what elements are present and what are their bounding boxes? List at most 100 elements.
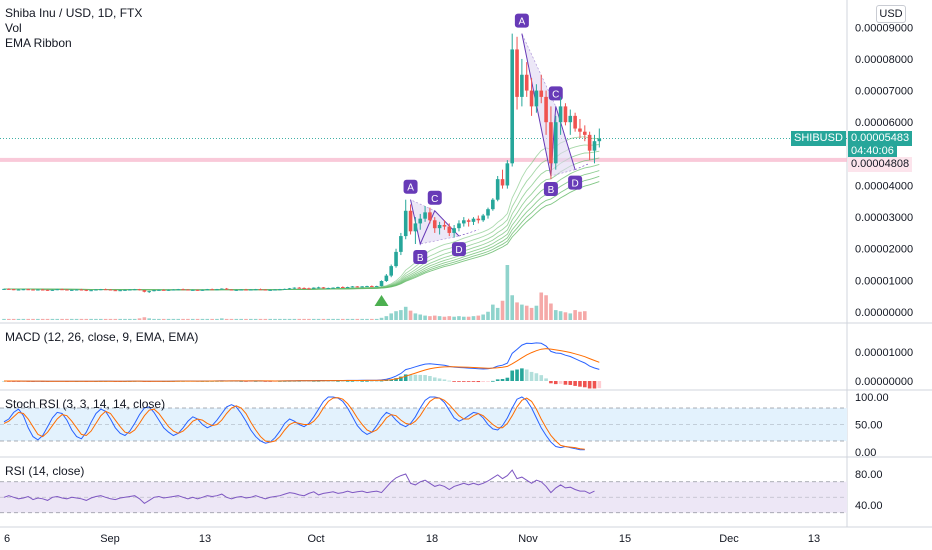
rsi-pane-title: RSI (14, close) bbox=[5, 464, 85, 478]
volume-bar bbox=[553, 310, 558, 320]
candle-body bbox=[249, 289, 253, 291]
macd-axis-tick-label: 0.00001000 bbox=[855, 347, 913, 359]
candle-body bbox=[365, 286, 369, 288]
price-axis-tick-label: 0.00004000 bbox=[855, 180, 913, 192]
ema-ribbon-line bbox=[4, 144, 600, 291]
candle-body bbox=[36, 289, 40, 291]
candle-body bbox=[529, 90, 534, 107]
volume-bar bbox=[215, 318, 219, 320]
candle-body bbox=[423, 212, 427, 219]
macd-histogram-bar bbox=[597, 381, 602, 389]
candle-body bbox=[539, 90, 544, 97]
macd-histogram-bar bbox=[403, 374, 408, 381]
macd-histogram-bar bbox=[442, 379, 447, 381]
volume-bar bbox=[176, 318, 181, 320]
volume-bar bbox=[229, 318, 234, 320]
candle-body bbox=[152, 290, 156, 292]
macd-histogram-bar bbox=[466, 381, 471, 382]
volume-bar bbox=[190, 318, 195, 320]
candle-body bbox=[476, 218, 481, 221]
macd-histogram-bar bbox=[423, 375, 427, 381]
volume-bar bbox=[11, 318, 16, 320]
pattern-point-badge bbox=[543, 181, 558, 196]
volume-bar bbox=[486, 311, 490, 320]
volume-bar bbox=[428, 316, 432, 320]
candle-body bbox=[176, 289, 181, 291]
macd-histogram-bar bbox=[399, 376, 403, 381]
rsi-axis-tick-label: 40.00 bbox=[855, 500, 883, 512]
candle-body bbox=[563, 106, 568, 123]
volume-bar bbox=[476, 315, 481, 320]
pattern-point-label: B bbox=[548, 185, 555, 196]
macd-histogram-bar bbox=[379, 380, 384, 382]
macd-histogram-bar bbox=[355, 380, 360, 382]
volume-bar bbox=[128, 318, 132, 320]
time-axis-tick-label: 13 bbox=[808, 533, 820, 545]
volume-bar bbox=[205, 318, 210, 320]
macd-histogram-bar bbox=[370, 380, 374, 382]
candle-body bbox=[350, 286, 355, 288]
candle-body bbox=[326, 287, 331, 289]
macd-histogram-bar bbox=[374, 380, 379, 382]
volume-bar bbox=[563, 312, 568, 320]
candle-body bbox=[578, 128, 582, 132]
candle-body bbox=[418, 218, 423, 224]
candle-body bbox=[408, 210, 413, 232]
candle-body bbox=[282, 288, 287, 290]
candle-body bbox=[244, 289, 248, 291]
price-axis-tick-label: 0.00001000 bbox=[855, 275, 913, 287]
macd-histogram-bar bbox=[539, 375, 544, 381]
volume-bar bbox=[360, 318, 364, 320]
volume-bar bbox=[321, 318, 326, 320]
macd-histogram-bar bbox=[481, 381, 485, 382]
candle-body bbox=[118, 290, 122, 292]
time-axis-tick-label: 15 bbox=[619, 533, 631, 545]
macd-histogram-bar bbox=[394, 378, 398, 381]
candle-body bbox=[341, 287, 345, 289]
pattern-point-label: B bbox=[417, 253, 424, 264]
pattern-point-label: C bbox=[431, 194, 438, 205]
volume-bar bbox=[549, 303, 553, 320]
volume-bar bbox=[84, 318, 89, 320]
volume-bar bbox=[539, 292, 544, 320]
price-axis-tick-label: 0.00003000 bbox=[855, 212, 913, 224]
macd-histogram-bar bbox=[360, 380, 364, 382]
price-axis-tick-label: 0.00002000 bbox=[855, 244, 913, 256]
volume-bar bbox=[258, 318, 263, 320]
candle-body bbox=[128, 289, 132, 291]
indicator-vol-label: Vol bbox=[5, 21, 22, 35]
candle-body bbox=[389, 266, 393, 276]
volume-bar bbox=[355, 318, 360, 320]
volume-bar bbox=[249, 318, 253, 320]
volume-bar bbox=[491, 304, 495, 320]
macd-histogram-bar bbox=[452, 381, 456, 382]
volume-bar bbox=[113, 318, 118, 320]
candle-body bbox=[123, 289, 127, 291]
volume-bar bbox=[137, 318, 142, 320]
pattern-point-badge bbox=[514, 13, 529, 28]
volume-bar bbox=[244, 318, 248, 320]
candle-body bbox=[186, 289, 190, 291]
stoch-rsi-pane-title: Stoch RSI (3, 3, 14, 14, close) bbox=[5, 397, 166, 411]
candle-body bbox=[142, 290, 147, 292]
volume-bar bbox=[200, 318, 205, 320]
candle-body bbox=[205, 289, 210, 291]
candle-body bbox=[215, 289, 219, 291]
candle-body bbox=[263, 289, 268, 291]
volume-bar bbox=[452, 316, 456, 320]
pattern-point-label: D bbox=[455, 245, 462, 256]
time-axis-tick-label: Nov bbox=[518, 533, 538, 545]
volume-bar bbox=[365, 318, 369, 320]
pattern-point-label: A bbox=[519, 17, 526, 28]
candle-body bbox=[200, 289, 205, 291]
candle-body bbox=[495, 179, 500, 200]
candle-body bbox=[103, 289, 108, 291]
volume-bar bbox=[157, 318, 161, 320]
volume-bar bbox=[40, 318, 45, 320]
volume-bar bbox=[181, 318, 185, 320]
candle-body bbox=[292, 287, 297, 289]
currency-button[interactable]: USD bbox=[876, 5, 906, 23]
chart-title: Shiba Inu / USD, 1D, FTX bbox=[5, 6, 143, 20]
candle-body bbox=[471, 218, 476, 222]
